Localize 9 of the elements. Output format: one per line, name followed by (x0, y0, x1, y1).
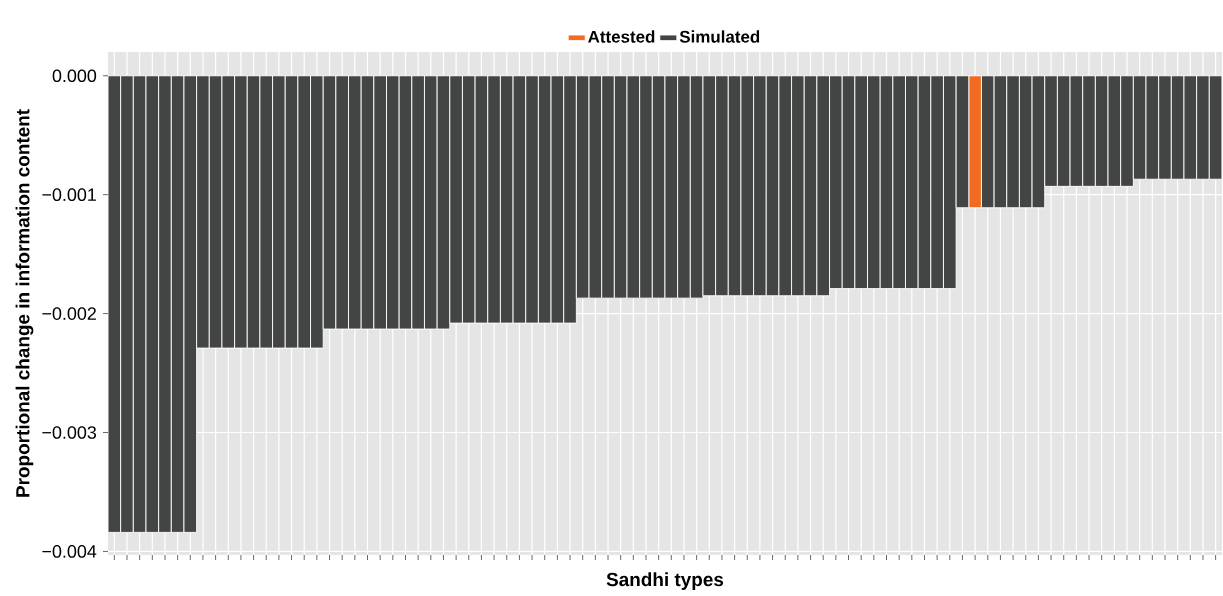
legend-label: Simulated (679, 30, 760, 43)
legend-label: Attested (588, 30, 655, 43)
y-tick-label: −0.003 (42, 426, 97, 439)
y-axis-title: Proportional change in information content (15, 109, 34, 497)
y-tick-label: −0.001 (42, 188, 96, 202)
x-axis-title: Sandhi types (606, 572, 724, 590)
y-tick-label: −0.002 (42, 307, 96, 320)
y-tick-label: −0.004 (42, 545, 97, 558)
y-tick-label: 0.000 (52, 69, 97, 83)
